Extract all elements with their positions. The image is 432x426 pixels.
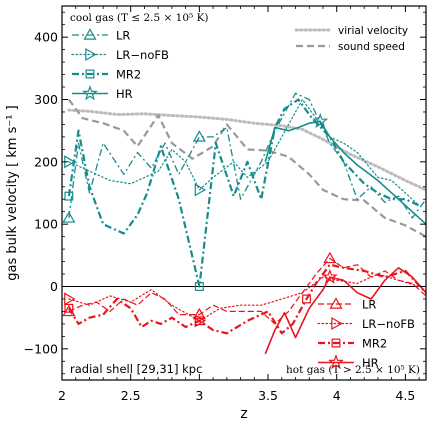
x-axis-label: z: [240, 406, 247, 422]
legend-entry-hot-lr-nofb: LR−noFB: [317, 316, 415, 331]
legend-label: HR: [116, 87, 133, 101]
legend-label: LR: [116, 29, 130, 43]
series-line-cool-lr: [68, 92, 426, 219]
series-layer: [62, 92, 426, 355]
legend-marker-square-icon: [331, 338, 341, 348]
axis-ticks: 2 2.5 3 3.5 4 4.5 −100 0 100 200 300 400: [24, 6, 426, 403]
data-point-hot-hr: [321, 268, 338, 284]
hot-gas-annotation: hot gas (T > 2.5 × 10⁵ K): [286, 364, 420, 376]
series-ref-virial-velocity: [67, 108, 426, 192]
series-line-ref-sound-speed: [68, 98, 426, 238]
series-line-hot-lr-nofb: [68, 273, 420, 322]
x-tick-label: 4: [333, 388, 341, 403]
data-point-cool-hr: [312, 112, 329, 129]
legend-label: virial velocity: [338, 25, 408, 37]
data-point-cool-mr2: [64, 191, 74, 201]
legend-marker-square-icon: [85, 69, 95, 79]
x-tick-label: 3.5: [258, 388, 278, 403]
legend-label: HR: [362, 356, 379, 370]
series-line-hot-lr: [68, 257, 426, 325]
legends: LR LR−noFB MR2 HR LR LR−noFB MR2 HR virial veloc…: [71, 25, 415, 370]
series-hot-hr: [264, 267, 426, 355]
cool-gas-annotation: cool gas (T ≤ 2.5 × 10⁵ K): [70, 12, 209, 24]
series-line-ref-virial-velocity: [67, 108, 426, 192]
y-tick-label: 200: [34, 154, 58, 169]
legend-label: LR: [362, 298, 376, 312]
x-tick-label: 4.5: [395, 388, 415, 403]
series-line-cool-lr-nofb: [68, 98, 420, 207]
legend-entry-hot-hr: HR: [318, 354, 379, 370]
series-hot-mr2: [64, 263, 426, 335]
x-tick-label: 2.5: [121, 388, 141, 403]
legend-entry-virial-velocity: virial velocity: [294, 25, 408, 37]
y-tick-label: 0: [50, 279, 58, 294]
legend-entry-sound-speed: sound speed: [296, 41, 405, 53]
legend-marker-triangle-right-icon: [331, 316, 343, 331]
legend-entry-cool-lr: LR: [72, 28, 130, 43]
series-cool-mr2: [64, 98, 420, 291]
legend-label: LR−noFB: [116, 48, 169, 62]
legend-entry-hot-lr: LR: [318, 297, 376, 312]
data-point-cool-lr: [62, 211, 76, 223]
plot-frame: [61, 5, 427, 381]
legend-entry-cool-hr: HR: [72, 85, 133, 101]
data-point-hot-mr2: [64, 303, 74, 313]
data-point-hot-lr: [192, 307, 206, 320]
x-tick-label: 2: [58, 388, 66, 403]
y-tick-label: 100: [34, 217, 58, 232]
legend-marker-triangle-right-icon: [85, 47, 97, 62]
legend-entry-hot-mr2: MR2: [318, 337, 387, 351]
data-point-hot-lr: [323, 251, 337, 264]
legend-marker-star-icon: [82, 85, 98, 101]
series-ref-sound-speed: [68, 98, 426, 238]
x-tick-label: 3: [195, 388, 203, 403]
series-hot-lr: [62, 251, 426, 325]
series-cool-hr: [264, 112, 426, 225]
legend-entry-cool-mr2: MR2: [72, 68, 141, 82]
data-point-cool-lr: [192, 130, 206, 142]
data-point-hot-mr2: [194, 316, 204, 326]
y-axis-label: gas bulk velocity [ km s⁻¹ ]: [5, 105, 20, 280]
y-tick-label: 400: [34, 30, 58, 45]
data-point-cool-mr2: [194, 282, 204, 291]
radial-shell-annotation: radial shell [29,31] kpc: [70, 362, 202, 376]
legend-entry-cool-lr-nofb: LR−noFB: [71, 47, 169, 62]
legend-label: sound speed: [338, 41, 405, 53]
data-point-hot-mr2: [302, 294, 311, 304]
series-cool-lr: [62, 92, 426, 223]
legend-label: LR−noFB: [362, 317, 415, 331]
y-tick-label: 300: [34, 92, 58, 107]
legend-label: MR2: [116, 68, 141, 82]
series-line-cool-hr: [264, 120, 426, 225]
y-tick-label: −100: [24, 341, 58, 356]
series-line-cool-mr2: [67, 98, 420, 288]
legend-marker-triangle-icon: [329, 297, 343, 309]
legend-marker-triangle-icon: [83, 28, 97, 40]
legend-label: MR2: [362, 337, 387, 351]
legend-marker-star-icon: [328, 354, 344, 370]
data-point-cool-lr-nofb: [194, 183, 207, 197]
series-line-hot-hr: [264, 267, 426, 355]
